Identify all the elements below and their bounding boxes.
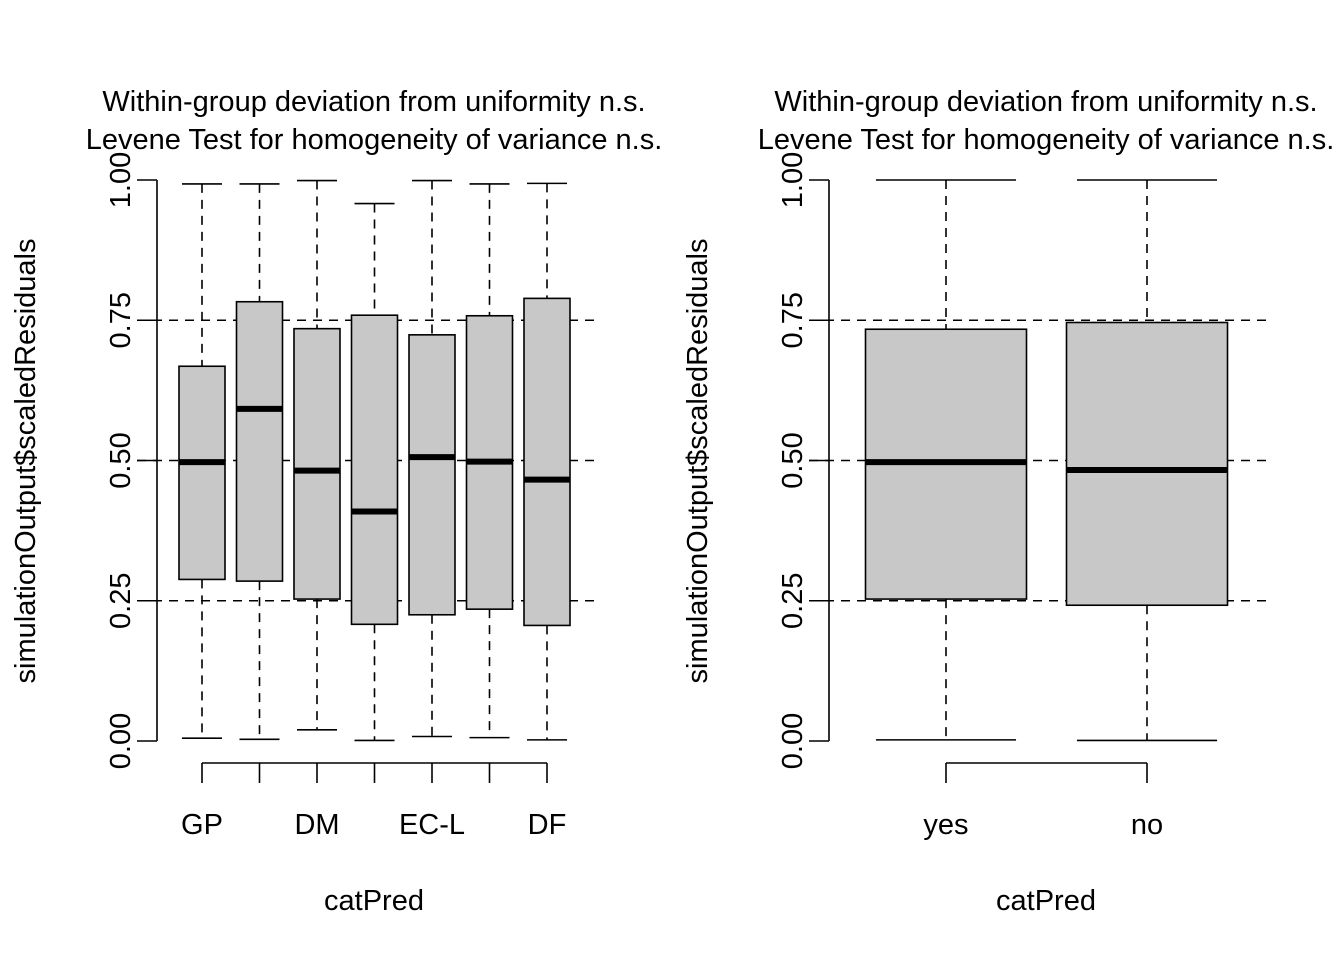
chart-title-line-1: Within-group deviation from uniformity n…	[774, 86, 1317, 118]
x-tick-label: yes	[923, 809, 968, 841]
boxplot-panel-right: Within-group deviation from uniformity n…	[682, 86, 1334, 917]
x-tick-label: GP	[181, 809, 223, 841]
box-group	[350, 202, 399, 742]
box	[408, 334, 456, 616]
y-tick-label: 0.25	[105, 573, 137, 629]
box-group	[465, 183, 514, 739]
x-tick-label: DF	[528, 809, 567, 841]
chart-title-line-1: Within-group deviation from uniformity n…	[102, 86, 645, 118]
x-tick-label: DM	[294, 809, 339, 841]
x-axis-label: catPred	[996, 885, 1096, 917]
y-tick-label: 1.00	[777, 152, 809, 208]
box	[178, 365, 226, 581]
box-group	[523, 182, 571, 741]
y-tick-label: 0.75	[105, 292, 137, 348]
y-axis-label: simulationOutput$scaledResiduals	[10, 239, 42, 684]
y-tick-label: 0.00	[777, 713, 809, 769]
x-tick-label: EC-L	[399, 809, 465, 841]
plot-area: 0.00 0.25 0.50 0.75 1.00 yes no	[777, 152, 1266, 841]
chart-title-line-2: Levene Test for homogeneity of variance …	[86, 124, 663, 156]
y-tick-label: 0.75	[777, 292, 809, 348]
y-tick-label: 0.00	[105, 713, 137, 769]
x-axis-label: catPred	[324, 885, 424, 917]
chart-title-line-2: Levene Test for homogeneity of variance …	[758, 124, 1335, 156]
y-tick-label: 0.50	[105, 432, 137, 488]
box-group	[864, 179, 1028, 741]
boxplot-panel-left: Within-group deviation from uniformity n…	[10, 86, 662, 917]
y-tick-label: 0.50	[777, 432, 809, 488]
box-group	[408, 179, 456, 738]
y-axis-label: simulationOutput$scaledResiduals	[682, 239, 714, 684]
y-tick-label: 1.00	[105, 152, 137, 208]
plot-area: 0.00 0.25 0.50 0.75 1.00 GP DM EC-L DF	[105, 152, 595, 841]
box-group	[235, 183, 284, 741]
box	[1065, 321, 1229, 607]
box	[523, 297, 571, 627]
x-tick-label: no	[1131, 809, 1163, 841]
box-group	[178, 183, 226, 739]
box	[293, 327, 341, 600]
box-group	[293, 179, 341, 731]
box-group	[1065, 179, 1229, 742]
box	[350, 314, 399, 626]
y-tick-label: 0.25	[777, 573, 809, 629]
box	[235, 300, 284, 582]
